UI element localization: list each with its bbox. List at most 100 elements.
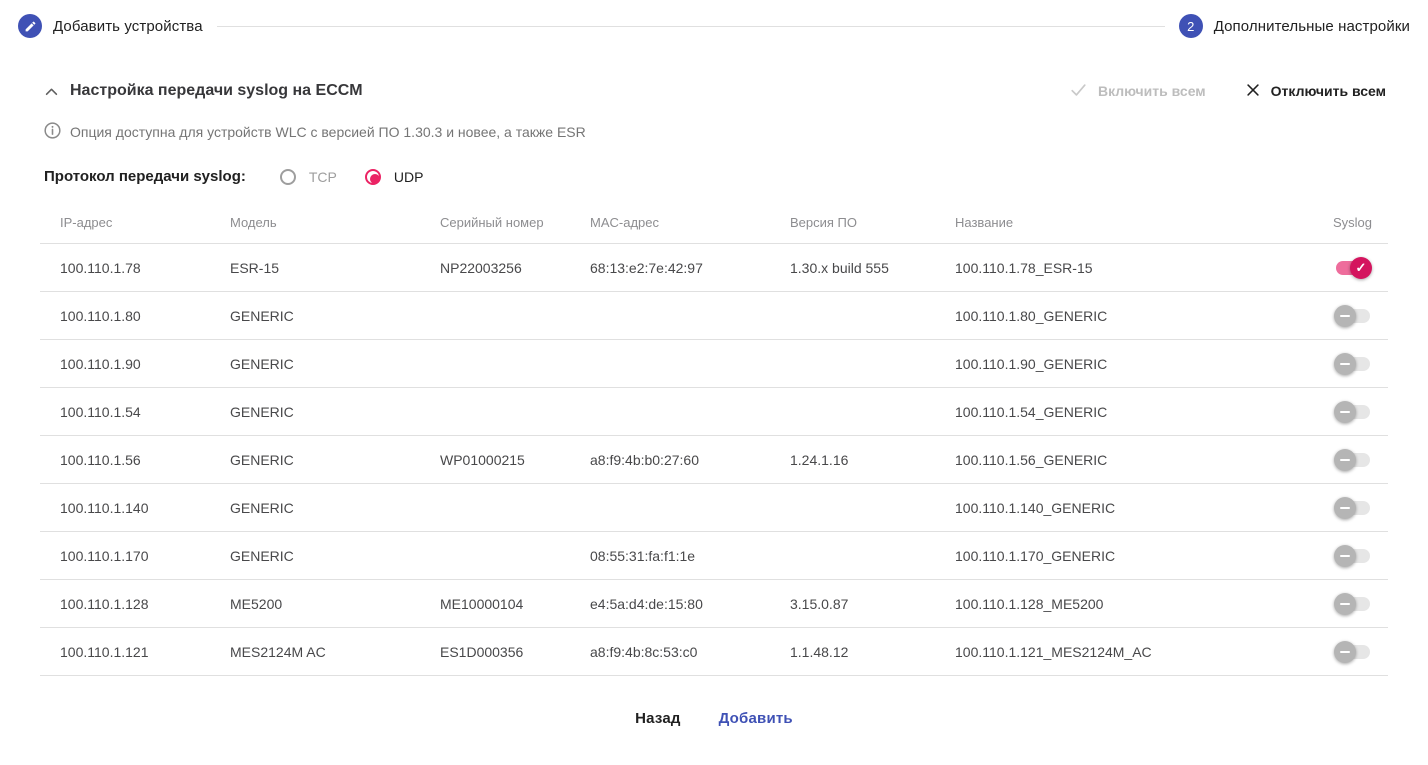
protocol-radio-group: TCP UDP (279, 168, 423, 185)
cell-mac (590, 291, 790, 340)
cell-ip: 100.110.1.121 (40, 627, 230, 676)
radio-tcp-label: TCP (308, 168, 337, 185)
header-ip: IP-адрес (40, 203, 230, 244)
cell-ip: 100.110.1.140 (40, 483, 230, 532)
syslog-toggle[interactable] (1334, 640, 1372, 663)
pencil-icon (18, 14, 42, 38)
cell-mac (590, 339, 790, 388)
cell-serial: NP22003256 (440, 243, 590, 292)
header-syslog: Syslog (1320, 203, 1388, 244)
dash-shape (1340, 602, 1350, 605)
enable-all-button[interactable]: Включить всем (1070, 83, 1206, 100)
table-row: 100.110.1.170 GENERIC 08:55:31:fa:f1:1e 100… (40, 531, 1388, 580)
cell-model: GENERIC (230, 483, 440, 532)
back-button[interactable]: Назад (635, 710, 681, 727)
syslog-toggle[interactable] (1334, 592, 1372, 615)
radio-circle-icon (279, 168, 296, 185)
table-row: 100.110.1.128 ME5200 ME10000104 e4:5a:d4:de… (40, 579, 1388, 628)
cell-syslog (1320, 291, 1388, 340)
cell-mac: e4:5a:d4:de:15:80 (590, 579, 790, 628)
add-button[interactable]: Добавить (718, 710, 793, 727)
step-1-label: Добавить устройства (53, 17, 203, 35)
cell-model: GENERIC (230, 387, 440, 436)
syslog-toggle[interactable] (1334, 304, 1372, 327)
cell-model: ME5200 (230, 579, 440, 628)
cell-syslog (1320, 339, 1388, 388)
cell-ip: 100.110.1.90 (40, 339, 230, 388)
cell-model: GENERIC (230, 531, 440, 580)
cell-ip: 100.110.1.78 (40, 243, 230, 292)
toggle-dash-icon (1334, 592, 1356, 615)
syslog-toggle[interactable] (1334, 352, 1372, 375)
toggle-dash-icon (1334, 544, 1356, 567)
dash-shape (1340, 458, 1350, 461)
syslog-section-header: Настройка передачи syslog на ECCM Включи… (0, 52, 1428, 100)
radio-udp[interactable]: UDP (364, 168, 423, 185)
cell-name: 100.110.1.90_GENERIC (955, 339, 1320, 388)
disable-all-button[interactable]: Отключить всем (1246, 83, 1386, 100)
cell-ip: 100.110.1.56 (40, 435, 230, 484)
cell-ip: 100.110.1.128 (40, 579, 230, 628)
cell-syslog: ✓ (1320, 243, 1388, 292)
footer-actions: Назад Добавить (0, 710, 1428, 727)
cell-version: 1.1.48.12 (790, 627, 955, 676)
cell-version (790, 339, 955, 388)
syslog-toggle[interactable] (1334, 448, 1372, 471)
cell-version (790, 387, 955, 436)
table-row: 100.110.1.54 GENERIC 100.110.1.54_GENERIC (40, 387, 1388, 436)
dash-shape (1340, 650, 1350, 653)
toggle-dash-icon (1334, 640, 1356, 663)
syslog-toggle[interactable] (1334, 496, 1372, 519)
cell-mac: 08:55:31:fa:f1:1e (590, 531, 790, 580)
cell-name: 100.110.1.170_GENERIC (955, 531, 1320, 580)
cell-mac: 68:13:e2:7e:42:97 (590, 243, 790, 292)
cell-model: GENERIC (230, 339, 440, 388)
cell-serial (440, 531, 590, 580)
dash-shape (1340, 362, 1350, 365)
cell-model: GENERIC (230, 435, 440, 484)
table-row: 100.110.1.140 GENERIC 100.110.1.140_GENERI… (40, 483, 1388, 532)
step-2-label: Дополнительные настройки (1213, 17, 1410, 35)
protocol-row: Протокол передачи syslog: TCP UDP (0, 142, 1428, 185)
header-mac: MAC-адрес (590, 203, 790, 244)
cell-syslog (1320, 579, 1388, 628)
cell-syslog (1320, 435, 1388, 484)
cell-name: 100.110.1.54_GENERIC (955, 387, 1320, 436)
cell-serial: ME10000104 (440, 579, 590, 628)
step-2-additional-settings[interactable]: 2 Дополнительные настройки (1178, 14, 1410, 38)
cell-model: ESR-15 (230, 243, 440, 292)
cell-syslog (1320, 531, 1388, 580)
radio-tcp[interactable]: TCP (279, 168, 337, 185)
step-2-number-badge: 2 (1178, 14, 1203, 38)
syslog-toggle[interactable] (1334, 400, 1372, 423)
cell-syslog (1320, 627, 1388, 676)
table-row: 100.110.1.90 GENERIC 100.110.1.90_GENERIC (40, 339, 1388, 388)
disable-all-label: Отключить всем (1270, 83, 1386, 99)
header-version: Версия ПО (790, 203, 955, 244)
cell-serial (440, 339, 590, 388)
cell-name: 100.110.1.128_ME5200 (955, 579, 1320, 628)
cell-serial: WP01000215 (440, 435, 590, 484)
toggle-dash-icon (1334, 352, 1356, 375)
cell-ip: 100.110.1.170 (40, 531, 230, 580)
cell-name: 100.110.1.56_GENERIC (955, 435, 1320, 484)
dash-shape (1340, 410, 1350, 413)
device-table: IP-адрес Модель Серийный номер MAC-адрес… (40, 203, 1388, 676)
collapse-chevron-up-icon[interactable] (42, 82, 60, 100)
cell-serial (440, 483, 590, 532)
cell-mac (590, 483, 790, 532)
section-actions: Включить всем Отключить всем (1070, 83, 1386, 100)
wizard-stepper: Добавить устройства 2 Дополнительные нас… (0, 0, 1428, 52)
table-row: 100.110.1.78 ESR-15 NP22003256 68:13:e2:7e:… (40, 243, 1388, 292)
cell-model: GENERIC (230, 291, 440, 340)
cell-version: 1.24.1.16 (790, 435, 955, 484)
toggle-check-icon: ✓ (1350, 256, 1372, 279)
cell-model: MES2124M AC (230, 627, 440, 676)
syslog-toggle[interactable]: ✓ (1334, 256, 1372, 279)
protocol-label: Протокол передачи syslog: (44, 168, 246, 185)
step-1-add-devices[interactable]: Добавить устройства (18, 14, 203, 38)
table-row: 100.110.1.56 GENERIC WP01000215 a8:f9:4b:b0… (40, 435, 1388, 484)
cell-mac (590, 387, 790, 436)
cell-syslog (1320, 387, 1388, 436)
syslog-toggle[interactable] (1334, 544, 1372, 567)
